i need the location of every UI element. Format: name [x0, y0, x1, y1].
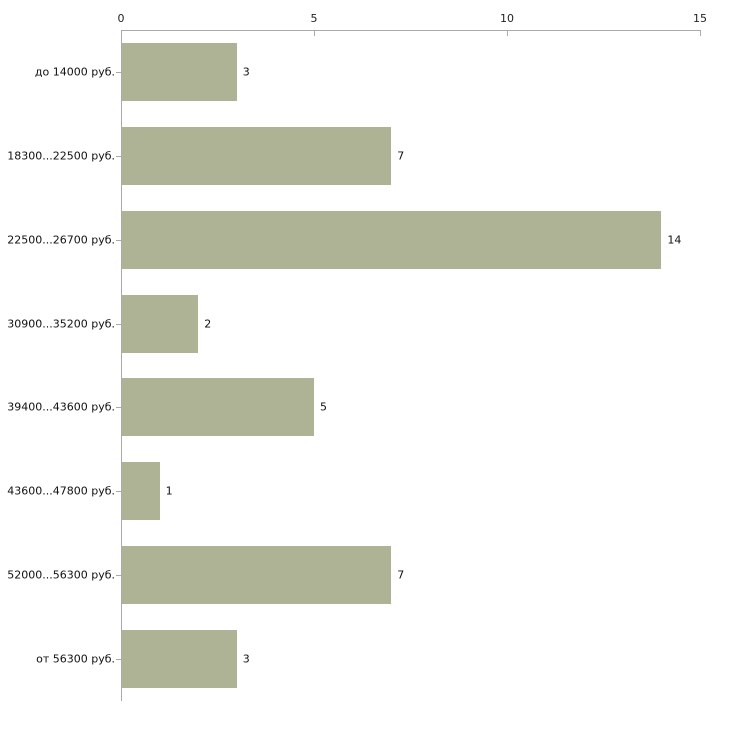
bar [122, 630, 237, 689]
y-axis-tick [116, 240, 121, 241]
x-axis-tick [121, 30, 122, 36]
y-axis-tick [116, 575, 121, 576]
bar [122, 294, 199, 353]
x-axis-tick [700, 30, 701, 36]
bar-value-label: 1 [165, 484, 173, 498]
bar [122, 126, 392, 185]
bar [122, 546, 392, 605]
y-axis-tick [116, 659, 121, 660]
y-axis-tick [116, 324, 121, 325]
bar-value-label: 14 [667, 233, 682, 247]
bar [122, 42, 237, 101]
y-axis-category-label: 22500...26700 руб. [7, 233, 115, 247]
bar-value-label: 2 [204, 317, 212, 331]
y-axis-tick [116, 156, 121, 157]
bar-value-label: 5 [320, 400, 327, 414]
y-axis-category-label: от 56300 руб. [36, 652, 115, 666]
y-axis-category-label: 30900...35200 руб. [7, 317, 115, 331]
x-axis-tick [507, 30, 508, 36]
y-axis-category-label: 18300...22500 руб. [7, 149, 115, 163]
bar [122, 210, 662, 269]
y-axis-line [121, 30, 122, 701]
bar [122, 462, 160, 521]
x-axis-tick-label: 5 [310, 12, 318, 25]
bar-value-label: 7 [397, 149, 405, 163]
bar-value-label: 3 [242, 652, 250, 666]
y-axis-category-label: 39400...43600 руб. [7, 400, 115, 414]
x-axis-tick [314, 30, 315, 36]
y-axis-tick [116, 491, 121, 492]
x-axis-line [121, 30, 700, 31]
bar [122, 378, 314, 437]
y-axis-category-label: 43600...47800 руб. [7, 484, 115, 498]
bar-value-label: 3 [242, 65, 250, 79]
y-axis-category-label: до 14000 руб. [34, 65, 115, 79]
x-axis-tick-label: 15 [693, 12, 707, 25]
x-axis-tick-label: 0 [117, 12, 125, 25]
y-axis-category-label: 52000...56300 руб. [7, 568, 115, 582]
bar-value-label: 7 [397, 568, 405, 582]
y-axis-tick [116, 407, 121, 408]
x-axis-tick-label: 10 [500, 12, 514, 25]
y-axis-tick [116, 72, 121, 73]
